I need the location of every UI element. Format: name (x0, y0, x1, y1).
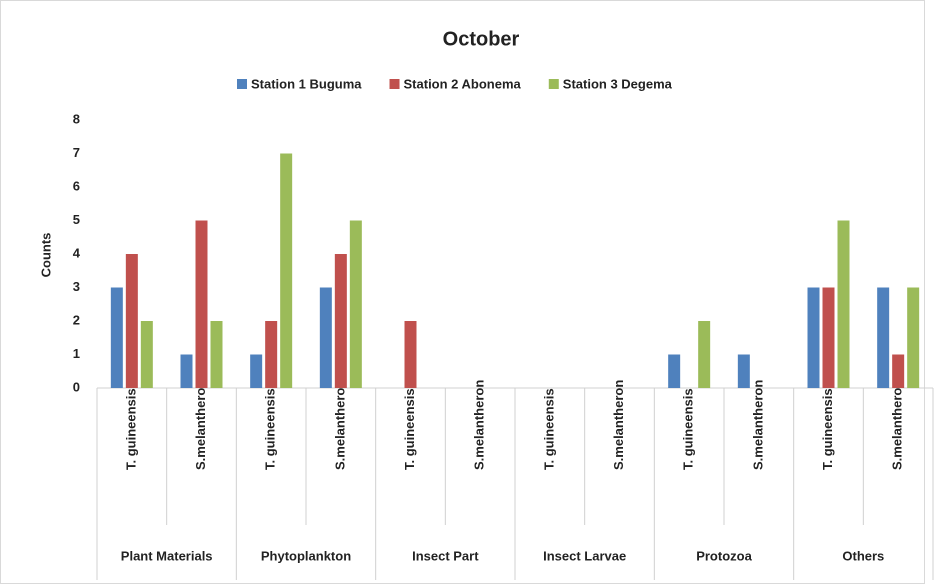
x-tick-label: T. guineensis (402, 388, 417, 470)
bar (668, 354, 681, 388)
bar (334, 254, 347, 388)
bar (140, 321, 153, 388)
group-label: Insect Part (412, 548, 479, 563)
x-tick-label: S.melantheron (332, 380, 347, 470)
x-tick-label: S.melantheron (611, 380, 626, 470)
y-axis-label: Counts (38, 233, 53, 278)
x-tick-label: T. guineensis (681, 388, 696, 470)
bar (280, 153, 293, 388)
x-tick-label: T. guineensis (263, 388, 278, 470)
y-tick-label: 4 (73, 245, 81, 260)
y-tick-label: 5 (73, 212, 80, 227)
legend-swatch (548, 79, 559, 89)
bar (404, 321, 417, 388)
y-tick-label: 6 (73, 178, 80, 193)
y-tick-label: 3 (73, 279, 80, 294)
bar (892, 354, 905, 388)
bar (265, 321, 278, 388)
x-tick-label: T. guineensis (123, 388, 138, 470)
bar (837, 220, 850, 388)
bar (698, 321, 711, 388)
x-tick-label: T. guineensis (541, 388, 556, 470)
legend-swatch (389, 79, 400, 89)
y-tick-label: 0 (73, 379, 80, 394)
bar (180, 354, 193, 388)
y-tick-label: 2 (73, 312, 80, 327)
bar (349, 220, 362, 388)
bar (195, 220, 208, 388)
bar (125, 254, 138, 388)
x-tick-label: S.melantheron (193, 380, 208, 470)
bar (210, 321, 223, 388)
bar (110, 287, 123, 388)
bar (822, 287, 835, 388)
x-tick-label: T. guineensis (820, 388, 835, 470)
y-tick-label: 1 (73, 346, 80, 361)
y-tick-label: 8 (73, 111, 80, 126)
x-tick-label: S.melantheron (750, 380, 765, 470)
bar (737, 354, 750, 388)
group-label: Plant Materials (121, 548, 213, 563)
x-tick-label: S.melantheron (890, 380, 905, 470)
bar (807, 287, 820, 388)
bar (907, 287, 920, 388)
y-tick-label: 7 (73, 145, 80, 160)
group-label: Phytoplankton (261, 548, 351, 563)
group-label: Protozoa (696, 548, 752, 563)
legend-label: Station 1 Buguma (251, 76, 362, 91)
legend-label: Station 2 Abonema (404, 76, 522, 91)
chart-title: October (443, 28, 520, 50)
bar (319, 287, 332, 388)
legend-swatch (237, 79, 247, 89)
group-label: Others (842, 548, 884, 563)
legend-label: Station 3 Degema (563, 76, 673, 91)
bar (877, 287, 890, 388)
x-tick-label: S.melantheron (472, 380, 487, 470)
group-label: Insect Larvae (543, 548, 626, 563)
bar (250, 354, 263, 388)
